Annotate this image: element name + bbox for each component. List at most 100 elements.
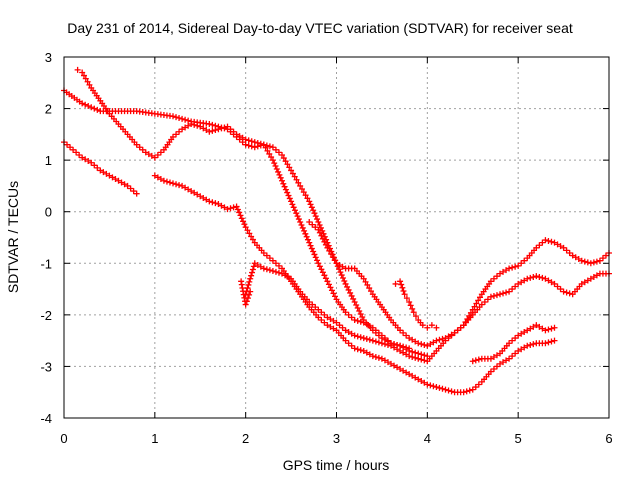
data-point	[593, 272, 600, 279]
data-point	[306, 219, 313, 226]
data-point	[590, 259, 597, 266]
data-point	[515, 347, 522, 354]
data-point	[282, 186, 289, 193]
data-point	[316, 229, 323, 236]
data-point	[318, 317, 325, 324]
data-point	[362, 278, 369, 285]
data-point	[503, 267, 510, 274]
data-point	[88, 104, 95, 111]
data-point	[244, 285, 251, 292]
data-point	[351, 332, 358, 339]
data-point	[307, 242, 314, 249]
data-point	[448, 331, 455, 338]
data-point	[518, 260, 525, 267]
data-point	[490, 275, 497, 282]
data-point	[185, 122, 192, 129]
x-tick-label: 0	[60, 431, 67, 446]
data-point	[251, 260, 258, 267]
data-point	[275, 149, 282, 156]
data-point	[297, 219, 304, 226]
data-point	[366, 285, 373, 292]
data-point	[401, 291, 408, 298]
data-point	[412, 349, 419, 356]
data-point	[239, 134, 246, 141]
data-point	[493, 363, 500, 370]
data-point	[188, 121, 195, 128]
data-point	[406, 371, 413, 378]
data-point	[354, 333, 361, 340]
data-point	[166, 179, 173, 186]
data-point	[298, 221, 305, 228]
data-point	[369, 324, 376, 331]
data-point	[599, 255, 606, 262]
data-point	[157, 149, 164, 156]
data-point	[218, 125, 225, 132]
y-tick-label: -1	[40, 256, 52, 271]
data-point	[503, 289, 510, 296]
data-point	[584, 259, 591, 266]
data-point	[464, 315, 471, 322]
data-point	[173, 114, 180, 121]
x-tick-label: 2	[242, 431, 249, 446]
data-point	[506, 355, 513, 362]
data-point	[409, 336, 416, 343]
data-point	[421, 379, 428, 386]
data-point	[457, 324, 464, 331]
data-point	[133, 141, 140, 148]
data-point	[530, 341, 537, 348]
data-point	[73, 149, 80, 156]
data-point	[79, 100, 86, 107]
data-point	[282, 158, 289, 165]
data-point	[333, 260, 340, 267]
data-point	[548, 238, 555, 245]
data-point	[324, 314, 331, 321]
data-point	[378, 332, 385, 339]
data-point	[566, 290, 573, 297]
data-point	[212, 127, 219, 134]
data-point	[294, 213, 301, 220]
data-point	[518, 330, 525, 337]
data-point	[409, 348, 416, 355]
data-point	[224, 206, 231, 213]
data-point	[170, 133, 176, 140]
data-point	[86, 81, 93, 88]
data-point	[512, 263, 519, 270]
data-point	[304, 195, 311, 202]
data-point	[124, 182, 131, 189]
data-point	[487, 293, 494, 300]
data-point	[254, 139, 261, 146]
data-point	[421, 352, 428, 359]
data-point	[227, 126, 234, 133]
data-point	[418, 341, 425, 348]
data-point	[500, 290, 507, 297]
data-point	[399, 284, 406, 291]
data-point	[512, 350, 519, 357]
data-point	[246, 230, 253, 237]
data-point	[533, 273, 540, 280]
data-point	[572, 254, 579, 261]
data-point	[308, 204, 315, 211]
data-point	[277, 174, 284, 181]
data-point	[412, 313, 419, 320]
data-point	[345, 311, 352, 318]
data-point	[233, 131, 240, 138]
data-point	[314, 216, 321, 223]
data-point	[286, 195, 293, 202]
data-point	[490, 292, 497, 299]
data-point	[409, 353, 416, 360]
data-point	[246, 278, 253, 285]
data-point	[316, 263, 323, 270]
data-point	[493, 273, 500, 280]
data-point	[209, 127, 216, 134]
data-point	[280, 155, 287, 162]
series-trace-4	[151, 172, 558, 396]
data-point	[533, 244, 540, 251]
data-point	[154, 174, 161, 181]
data-point	[321, 272, 328, 279]
data-point	[342, 327, 349, 334]
data-point	[244, 227, 251, 234]
data-point	[82, 156, 89, 163]
data-point	[284, 189, 291, 196]
data-point	[391, 344, 398, 351]
data-point	[191, 189, 198, 196]
